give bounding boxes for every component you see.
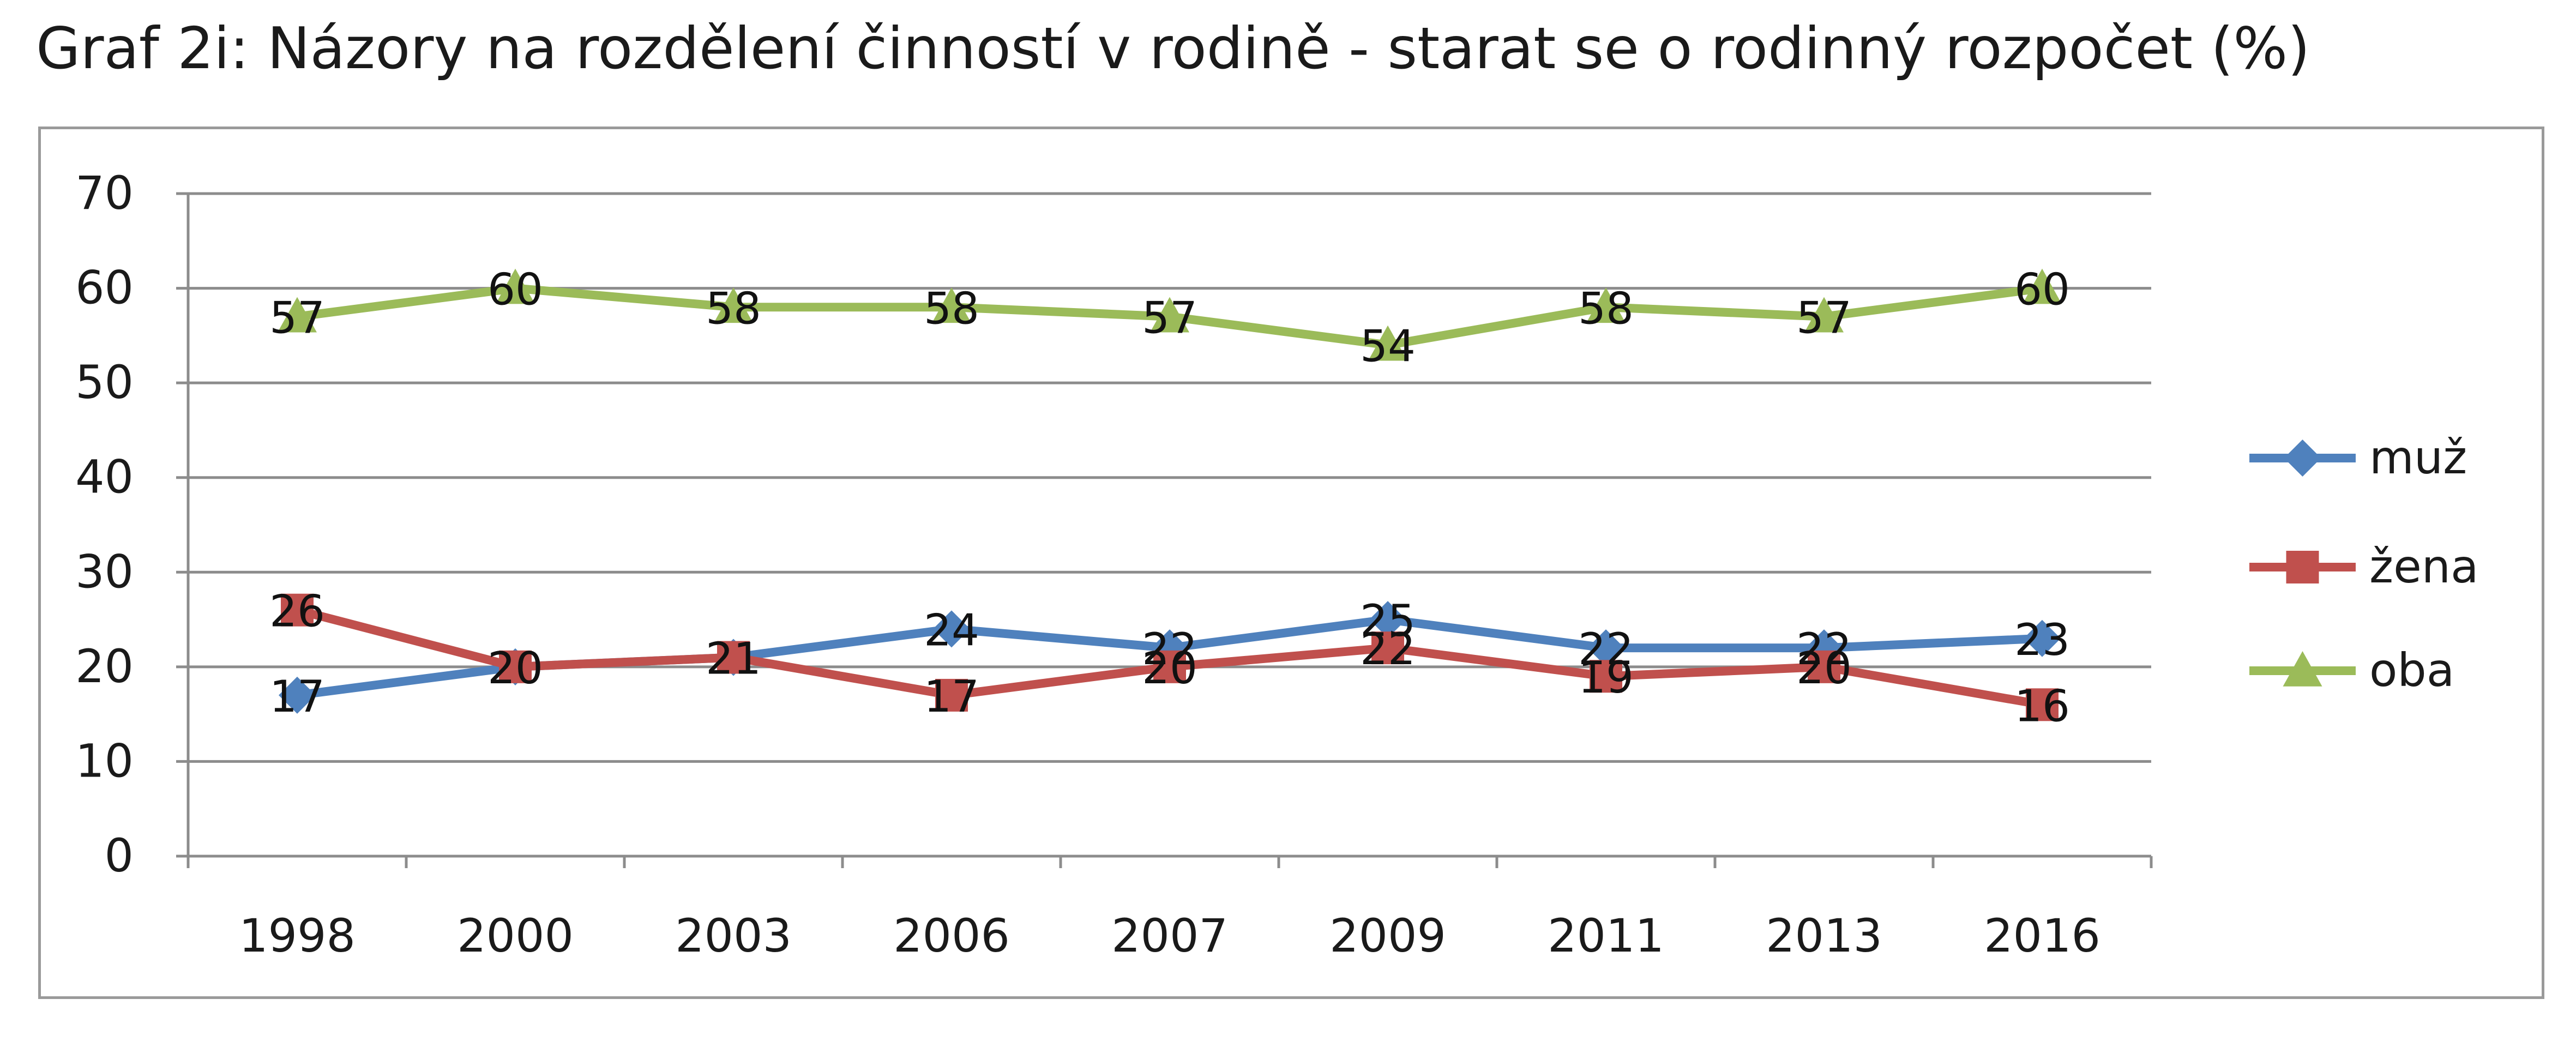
data-label-muž: 17: [269, 671, 325, 722]
data-point-oba: [1804, 297, 1844, 333]
data-point-oba: [714, 287, 753, 323]
data-point-oba: [932, 287, 971, 323]
data-label-oba: 58: [924, 283, 979, 334]
data-point-muž: [1587, 629, 1624, 667]
data-label-žena: 20: [1142, 643, 1197, 694]
data-label-muž: 25: [1360, 595, 1416, 646]
data-label-oba: 57: [269, 293, 325, 344]
data-point-žena: [1153, 650, 1186, 683]
data-point-oba: [496, 268, 535, 304]
y-tick-label: 70: [75, 166, 134, 220]
x-tick-label: 2006: [893, 909, 1010, 962]
data-label-žena: 17: [924, 671, 979, 722]
chart-frame: [38, 127, 2544, 999]
data-label-oba: 54: [1360, 321, 1416, 372]
y-tick-label: 60: [75, 261, 134, 315]
data-label-muž: 23: [2014, 615, 2070, 665]
x-tick-label: 2009: [1329, 909, 1446, 962]
data-point-oba: [1150, 297, 1189, 333]
data-label-žena: 26: [269, 586, 325, 637]
data-label-muž: 22: [1796, 624, 1852, 675]
x-tick-label: 2016: [1984, 909, 2100, 962]
data-label-oba: 57: [1142, 293, 1197, 344]
x-tick-label: 2003: [675, 909, 792, 962]
data-label-muž: 21: [706, 634, 761, 684]
data-label-žena: 20: [487, 643, 543, 694]
data-point-žena: [281, 593, 314, 627]
data-point-žena: [2026, 688, 2059, 721]
data-label-oba: 58: [706, 283, 761, 334]
legend-marker: [2286, 551, 2319, 583]
data-point-žena: [1808, 650, 1840, 683]
data-label-oba: 60: [2014, 264, 2070, 315]
data-point-žena: [717, 641, 750, 674]
data-label-žena: 16: [2014, 681, 2070, 731]
data-label-muž: 22: [1578, 624, 1634, 675]
data-label-oba: 60: [487, 264, 543, 315]
data-point-žena: [1371, 631, 1404, 665]
data-label-muž: 22: [1142, 624, 1197, 675]
data-label-žena: 19: [1578, 652, 1634, 703]
legend-marker: [2284, 440, 2321, 477]
chart-title: Graf 2i: Názory na rozdělení činností v …: [36, 15, 2310, 82]
data-point-muž: [279, 676, 316, 714]
data-point-muž: [2024, 619, 2061, 657]
y-tick-label: 10: [75, 734, 134, 787]
y-tick-label: 40: [75, 450, 134, 504]
y-tick-label: 30: [75, 545, 134, 598]
data-point-žena: [1590, 660, 1622, 693]
legend-label: oba: [2369, 643, 2454, 697]
data-label-muž: 20: [487, 643, 543, 694]
data-label-oba: 57: [1796, 293, 1852, 344]
legend-marker: [2283, 651, 2322, 687]
x-tick-label: 2013: [1766, 909, 1882, 962]
legend-label: žena: [2369, 540, 2478, 593]
data-point-oba: [278, 297, 317, 333]
data-point-muž: [1369, 601, 1406, 639]
data-point-oba: [1368, 325, 1407, 361]
data-point-žena: [935, 678, 968, 712]
data-point-žena: [499, 650, 532, 683]
y-tick-label: 20: [75, 640, 134, 693]
x-tick-label: 2000: [457, 909, 574, 962]
x-tick-label: 2007: [1111, 909, 1228, 962]
data-label-žena: 20: [1796, 643, 1852, 694]
data-point-muž: [933, 610, 970, 648]
x-tick-label: 2011: [1548, 909, 1664, 962]
legend-label: muž: [2369, 431, 2467, 484]
data-point-oba: [2023, 268, 2062, 304]
data-label-žena: 21: [706, 634, 761, 684]
data-point-oba: [1586, 287, 1626, 323]
data-label-žena: 22: [1360, 624, 1416, 675]
data-label-muž: 24: [924, 605, 979, 655]
data-label-oba: 58: [1578, 283, 1634, 334]
x-tick-label: 1998: [239, 909, 356, 962]
y-tick-label: 0: [105, 829, 134, 882]
y-tick-label: 50: [75, 356, 134, 409]
